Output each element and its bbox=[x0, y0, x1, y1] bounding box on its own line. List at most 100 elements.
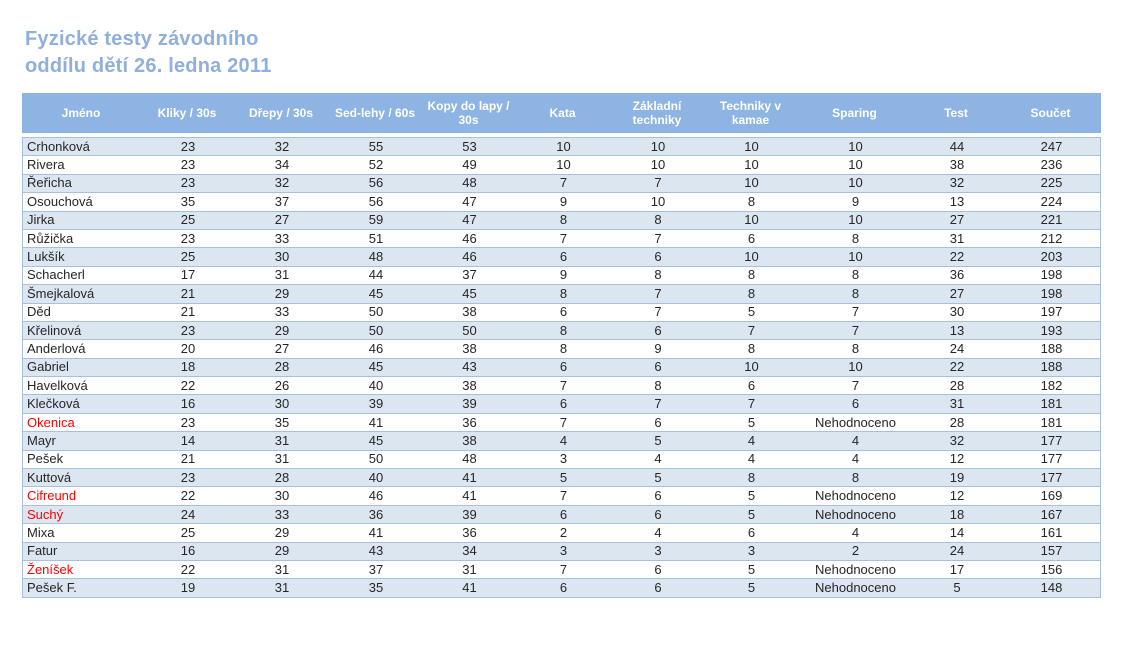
cell-value: 27 bbox=[274, 341, 290, 356]
table-header-row: Jméno Kliky / 30s Dřepy / 30s Sed-lehy / 60… bbox=[22, 93, 1101, 133]
table-row: Řeřicha 23 32 56 48 7 7 10 10 32 225 bbox=[23, 174, 1100, 194]
cell-value: 31 bbox=[949, 396, 965, 412]
cell-value: 33 bbox=[274, 304, 290, 320]
cell-value: 8 bbox=[654, 377, 662, 393]
cell-value: 12 bbox=[949, 488, 965, 504]
cell-value: 30 bbox=[274, 249, 290, 265]
cell-value: 4 bbox=[559, 432, 568, 448]
cell-value: 40 bbox=[368, 469, 384, 485]
cell-value: Nehodnoceno bbox=[815, 580, 896, 596]
column-header: Kopy do lapy / 30s bbox=[427, 99, 510, 127]
cell-value: 32 bbox=[949, 175, 965, 191]
cell-value: 36 bbox=[949, 267, 965, 283]
page-title-line-1: Fyzické testy závodního bbox=[25, 28, 259, 50]
cell-value: 45 bbox=[368, 432, 384, 448]
cell-value: 50 bbox=[462, 322, 477, 338]
cell-name: Fatur bbox=[27, 543, 58, 559]
cell-value: 38 bbox=[462, 341, 477, 356]
cell-value: 50 bbox=[368, 322, 384, 338]
column-header: Součet bbox=[1030, 106, 1071, 120]
cell-value: 17 bbox=[949, 561, 965, 577]
cell-value: 44 bbox=[368, 267, 384, 283]
cell-value: 10 bbox=[848, 212, 863, 228]
cell-value: 169 bbox=[1040, 488, 1063, 504]
column-header: Sparing bbox=[832, 106, 877, 120]
cell-value: 23 bbox=[180, 230, 196, 246]
cell-value: 24 bbox=[949, 543, 965, 559]
cell-value: 46 bbox=[462, 249, 477, 265]
cell-value: 7 bbox=[851, 304, 860, 320]
table-row: Cifreund 22 30 46 41 7 6 5 Nehodnoceno 12 169 bbox=[23, 487, 1100, 506]
cell-value: 198 bbox=[1040, 267, 1063, 283]
cell-value: 4 bbox=[747, 451, 756, 467]
cell-value: 177 bbox=[1040, 469, 1063, 485]
cell-value: 4 bbox=[851, 451, 860, 467]
cell-value: 4 bbox=[851, 524, 860, 540]
cell-name: Jirka bbox=[27, 212, 55, 228]
table-row: Fatur 16 29 43 34 3 3 3 2 24 157 bbox=[23, 542, 1100, 561]
cell-value: 7 bbox=[559, 230, 568, 246]
cell-value: 32 bbox=[274, 175, 290, 191]
cell-value: 44 bbox=[949, 138, 965, 154]
table-row: Mayr 14 31 45 38 4 5 4 4 32 177 bbox=[23, 432, 1100, 451]
cell-value: 27 bbox=[274, 212, 290, 228]
column-header: Kata bbox=[549, 106, 576, 120]
cell-name: Lukšík bbox=[27, 249, 65, 265]
cell-value: 5 bbox=[747, 488, 756, 504]
table-row: Crhonková 23 32 55 53 10 10 10 10 44 247 bbox=[23, 138, 1100, 157]
cell-name: Schacherl bbox=[27, 267, 85, 283]
results-table: Jméno Kliky / 30s Dřepy / 30s Sed-lehy / 60… bbox=[22, 93, 1101, 598]
cell-value: 5 bbox=[559, 469, 568, 485]
cell-value: 22 bbox=[180, 377, 196, 393]
cell-value: 6 bbox=[747, 230, 756, 246]
cell-value: 198 bbox=[1040, 285, 1063, 301]
cell-value: 7 bbox=[559, 488, 568, 504]
cell-value: 8 bbox=[851, 469, 860, 485]
cell-value: 203 bbox=[1040, 249, 1063, 265]
cell-name: Klečková bbox=[27, 396, 80, 412]
cell-value: 31 bbox=[462, 561, 477, 577]
cell-value: 41 bbox=[368, 524, 384, 540]
cell-value: 8 bbox=[747, 193, 756, 209]
cell-value: 34 bbox=[462, 543, 477, 559]
cell-value: 8 bbox=[851, 285, 860, 301]
table-row: Gabriel 18 28 45 43 6 6 10 10 22 188 bbox=[23, 358, 1100, 378]
table-row: Růžička 23 33 51 46 7 7 6 8 31 212 bbox=[23, 229, 1100, 249]
cell-value: 29 bbox=[274, 322, 290, 338]
cell-value: 5 bbox=[654, 469, 662, 485]
cell-value: 18 bbox=[949, 506, 965, 522]
cell-value: Nehodnoceno bbox=[815, 561, 896, 577]
cell-value: 3 bbox=[559, 543, 568, 559]
cell-value: 31 bbox=[274, 451, 290, 467]
cell-value: 23 bbox=[180, 469, 196, 485]
cell-value: 9 bbox=[559, 267, 568, 283]
cell-value: 6 bbox=[851, 396, 860, 412]
cell-value: 43 bbox=[368, 543, 384, 559]
cell-name: Crhonková bbox=[27, 138, 90, 154]
cell-value: 8 bbox=[747, 469, 756, 485]
cell-value: 6 bbox=[559, 580, 568, 596]
cell-value: 28 bbox=[274, 359, 290, 375]
cell-value: 27 bbox=[949, 212, 965, 228]
cell-value: 10 bbox=[744, 212, 759, 228]
cell-value: 31 bbox=[274, 267, 290, 283]
cell-value: 49 bbox=[462, 157, 477, 173]
cell-value: 10 bbox=[744, 359, 759, 375]
cell-value: 22 bbox=[180, 561, 196, 577]
cell-value: 16 bbox=[180, 396, 196, 412]
cell-value: 6 bbox=[654, 414, 662, 430]
cell-value: 46 bbox=[462, 230, 477, 246]
column-header: Kliky / 30s bbox=[157, 106, 217, 120]
cell-value: 40 bbox=[368, 377, 384, 393]
cell-value: 193 bbox=[1040, 322, 1063, 338]
cell-value: 188 bbox=[1040, 359, 1063, 375]
cell-name: Děd bbox=[27, 304, 51, 320]
cell-value: 22 bbox=[180, 488, 196, 504]
cell-value: 19 bbox=[180, 580, 196, 596]
cell-value: 38 bbox=[949, 157, 965, 173]
cell-value: 23 bbox=[180, 138, 196, 154]
cell-value: 25 bbox=[180, 212, 196, 228]
cell-value: 45 bbox=[462, 285, 477, 301]
cell-value: 36 bbox=[368, 506, 384, 522]
cell-value: 31 bbox=[274, 580, 290, 596]
